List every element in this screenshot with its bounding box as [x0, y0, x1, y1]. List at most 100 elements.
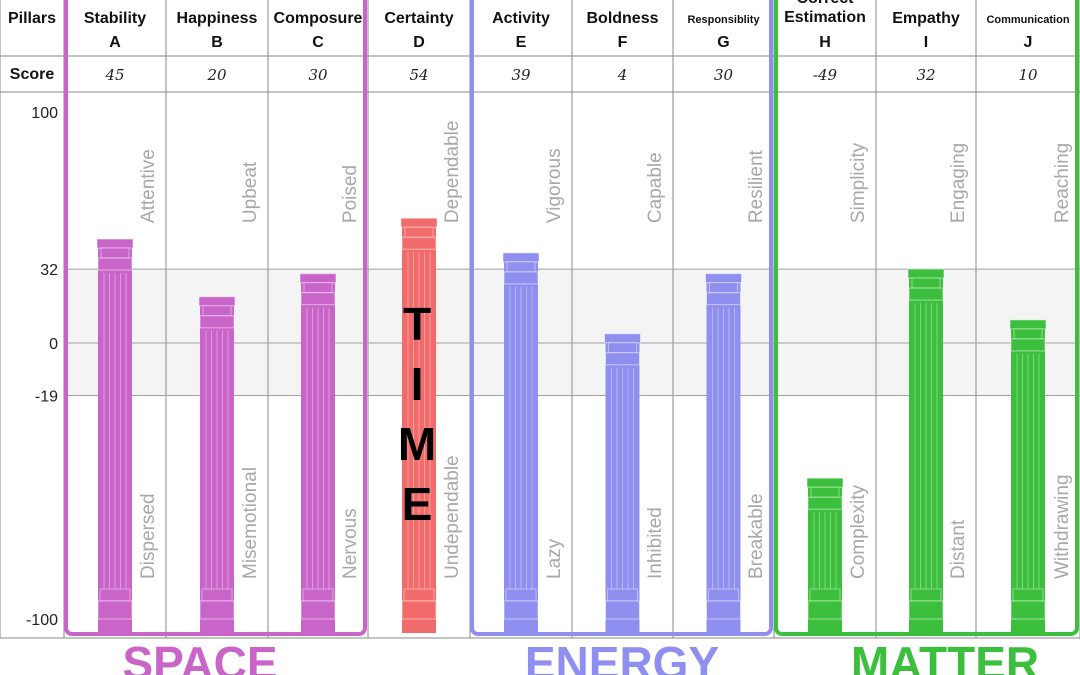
pillar-capital-neck — [911, 277, 941, 289]
bottom-trait-label: Complexity — [848, 485, 869, 579]
pillar-capital — [502, 252, 540, 263]
pillar-score: -49 — [813, 66, 838, 84]
top-trait-label: Poised — [340, 165, 361, 223]
pillar-capital — [96, 238, 134, 249]
top-trait-label: Capable — [645, 152, 666, 223]
pillar-capital — [806, 477, 844, 488]
pillar-score: 10 — [1018, 66, 1038, 84]
pillar-capital-base — [401, 236, 437, 250]
cell-upper — [774, 92, 876, 270]
pillar-bar — [400, 217, 438, 633]
header-fragment: Correct — [797, 0, 855, 7]
pillar-capital — [400, 217, 438, 228]
group-labels: T I M E SPACE ENERGY MATTER — [122, 298, 1039, 675]
bottom-trait-label: Inhibited — [645, 507, 666, 579]
pillar-base-upper — [99, 588, 131, 602]
pillar-letter: D — [413, 34, 425, 51]
pillar-base-lower — [503, 600, 539, 620]
pillar-bar — [1009, 319, 1047, 633]
pillar-score: 30 — [714, 66, 734, 84]
pillar-capital-base — [706, 292, 741, 306]
top-trait-label: Resilient — [746, 149, 767, 223]
group-border-space — [64, 0, 367, 636]
pillar-score: 54 — [409, 66, 428, 84]
pillar-base-upper — [1012, 588, 1044, 602]
row-label-score: Score — [10, 66, 55, 83]
row-label-pillars: Pillars — [8, 10, 56, 27]
pillar-capital — [907, 268, 945, 279]
pillar-capital-base — [807, 496, 843, 510]
header-row-bg — [0, 0, 1080, 56]
cell-upper — [268, 92, 368, 270]
pillar-bar — [198, 296, 236, 633]
pillar-base-upper — [607, 588, 638, 602]
pillar-base-lower — [401, 600, 437, 620]
score-row-bg — [0, 56, 1080, 92]
pillar-base-lower — [300, 600, 336, 620]
pillar-shaft — [402, 218, 436, 633]
pillar-capital-neck — [100, 247, 130, 259]
group-label-space: SPACE — [122, 637, 277, 675]
pillar-score: 4 — [617, 66, 628, 84]
group-label-energy: ENERGY — [525, 637, 719, 675]
top-trait-label: Reaching — [1052, 143, 1073, 223]
pillar-shaft — [706, 273, 741, 633]
cell-upper — [876, 92, 976, 270]
pillar-capital-base — [97, 257, 133, 271]
pillar-base-upper — [910, 588, 942, 602]
pillar-letter: E — [516, 34, 527, 51]
top-trait-label: Dependable — [442, 121, 463, 223]
y-axis: 100 32 0 -19 -100 — [26, 105, 58, 629]
pillar-shaft — [909, 269, 943, 633]
top-trait-label: Engaging — [948, 143, 969, 223]
pillar-capital-base — [605, 352, 640, 366]
pillar-bar — [806, 477, 844, 633]
pillar-bar — [604, 333, 641, 633]
pillar-capital-base — [908, 287, 944, 301]
y-tick-label: -100 — [26, 612, 58, 629]
pillar-score: 20 — [206, 66, 227, 84]
pillar-letter: G — [717, 34, 729, 51]
bottom-trait-label: Breakable — [746, 493, 767, 579]
pillar-shaft — [1011, 319, 1045, 633]
bottom-trait-label: Withdrawing — [1052, 474, 1073, 579]
y-tick-label: 100 — [31, 105, 58, 122]
cell-upper — [976, 92, 1080, 270]
pillar-name: Happiness — [177, 10, 258, 27]
pillar-letter: A — [109, 34, 121, 51]
top-trait-label: Simplicity — [848, 142, 869, 223]
pillar-score: 39 — [511, 66, 531, 84]
pillar-capital-neck — [709, 282, 738, 294]
pillar-capital — [604, 333, 641, 344]
pillar-capital-neck — [506, 261, 536, 273]
pillar-bar — [96, 238, 134, 634]
bottom-trait-label: Dispersed — [138, 493, 159, 579]
top-trait-label: Attentive — [138, 149, 159, 223]
group-label-matter: MATTER — [851, 637, 1039, 675]
pillar-capital — [299, 273, 337, 284]
pillar-score: 30 — [308, 66, 328, 84]
pillar-shaft — [504, 252, 538, 633]
bottom-trait-label: Misemotional — [240, 467, 261, 579]
pillar-shaft — [200, 296, 234, 633]
trait-labels: Attentive Dispersed Upbeat Misemotional Pois… — [138, 121, 1073, 579]
pillar-score: 32 — [916, 66, 935, 84]
pillar-name: Activity — [492, 10, 550, 27]
pillar-base-upper — [302, 588, 334, 602]
pillar-name: Communication — [986, 14, 1069, 26]
cell-upper — [673, 92, 774, 270]
pillar-shaft — [98, 239, 132, 634]
pillar-base-upper — [201, 588, 233, 602]
pillar-base-lower — [1010, 600, 1046, 620]
top-trait-label: Upbeat — [240, 161, 261, 223]
group-border-matter — [774, 0, 1079, 636]
cell-upper — [572, 92, 673, 270]
pillar-base-lower — [706, 600, 741, 620]
pillar-base-upper — [809, 588, 841, 602]
pillar-letter: J — [1024, 34, 1033, 51]
pillar-name: Boldness — [586, 10, 658, 27]
pillar-capital-neck — [202, 305, 232, 317]
